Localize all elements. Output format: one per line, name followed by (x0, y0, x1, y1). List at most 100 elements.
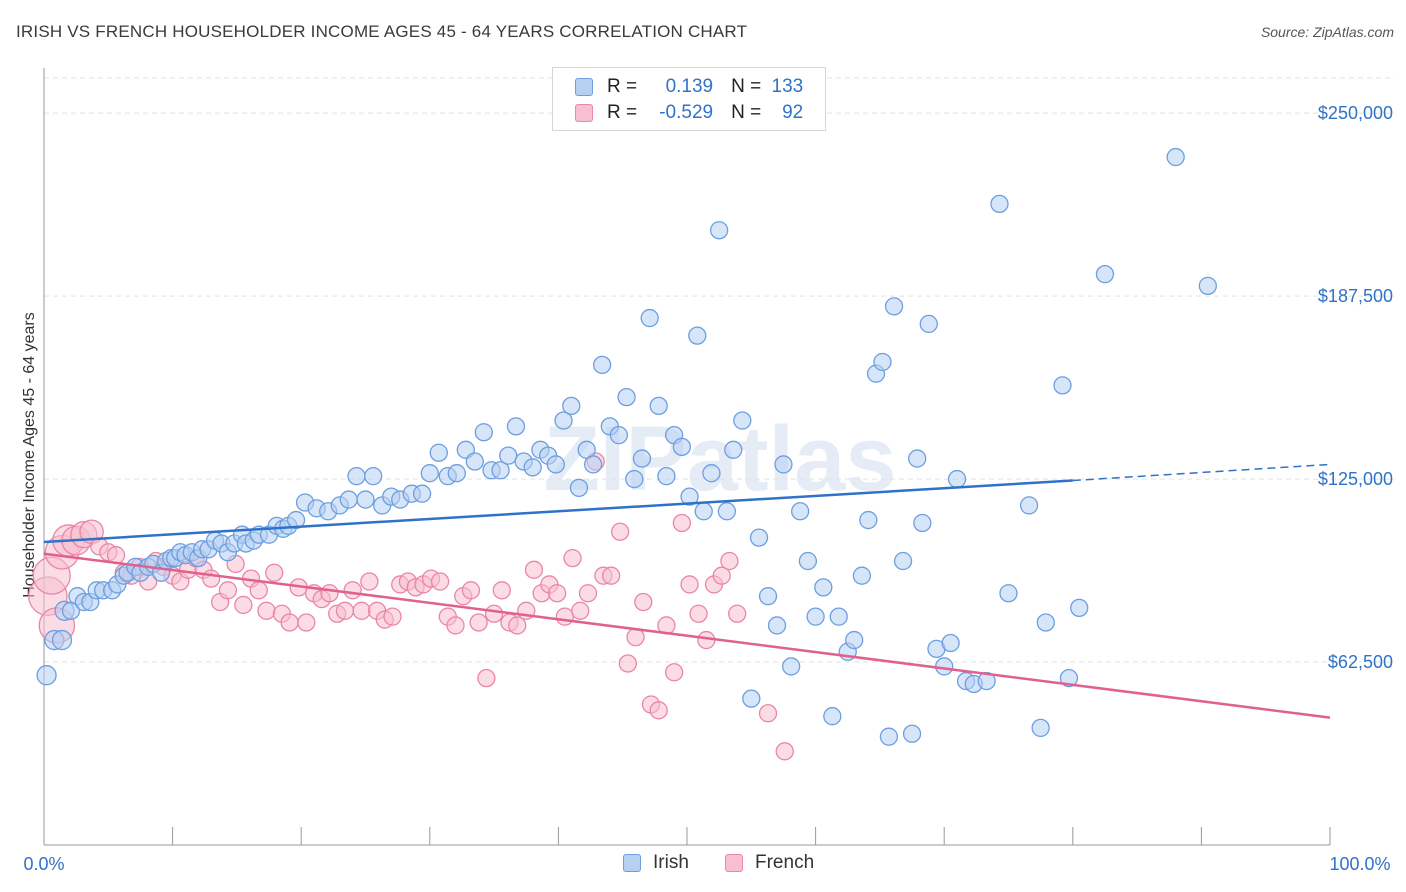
irish-point (884, 297, 904, 316)
irish-point (609, 426, 628, 445)
irish-point (429, 443, 448, 462)
irish-point (286, 510, 306, 530)
irish-point (632, 449, 652, 468)
axes (43, 68, 1331, 846)
y-tick-label: $62,500 (1328, 652, 1393, 672)
french-point (563, 548, 582, 568)
french-point (672, 513, 692, 533)
french-point (758, 704, 778, 723)
x-tick-label-max: 100.0% (1329, 854, 1390, 874)
r-label: R = (607, 76, 638, 97)
french-points (28, 452, 794, 761)
french-point (720, 551, 739, 571)
n-label: N = (731, 102, 762, 123)
chart-title: IRISH VS FRENCH HOUSEHOLDER INCOME AGES … (16, 22, 748, 41)
y-tick-labels: $62,500 $125,000 $187,500 $250,000 (1318, 103, 1393, 672)
y-tick-label: $125,000 (1318, 469, 1393, 489)
correlation-legend: R = 0.139 N = 133 R = -0.529 N = 92 (552, 67, 826, 131)
french-swatch (575, 104, 593, 122)
irish-point (893, 551, 913, 571)
irish-point (554, 411, 573, 430)
french-point (383, 607, 402, 626)
french-point (728, 604, 747, 623)
irish-point (356, 490, 375, 509)
french-point (508, 616, 527, 635)
irish-point (1036, 613, 1055, 632)
french-point (202, 569, 221, 588)
irish-point (523, 458, 542, 477)
irish-point (919, 314, 938, 334)
irish-swatch (575, 78, 593, 96)
irish-point (798, 551, 818, 571)
irish-point (640, 308, 659, 328)
irish-point (782, 657, 801, 676)
irish-point (845, 630, 864, 650)
irish-point (657, 466, 676, 486)
irish-point (814, 578, 833, 597)
french-legend-label: French (755, 852, 815, 873)
french-point (249, 581, 268, 600)
irish-point (1059, 668, 1079, 688)
irish-point (1198, 276, 1217, 296)
irish-point (908, 449, 927, 468)
irish-point (592, 355, 612, 375)
french-point (626, 627, 645, 647)
irish-point (420, 464, 439, 483)
irish-point (465, 452, 484, 471)
irish-point (1166, 147, 1185, 167)
irish-point (546, 455, 565, 474)
irish-point (873, 352, 892, 372)
french-point (360, 572, 379, 591)
french-point (234, 595, 253, 615)
y-tick-label: $250,000 (1318, 103, 1393, 123)
irish-point (672, 437, 692, 457)
french-point (446, 616, 465, 635)
irish-point (694, 502, 713, 521)
french-point (297, 613, 316, 632)
irish-point (791, 502, 810, 521)
french-point (524, 560, 544, 579)
irish-point (767, 616, 787, 635)
irish-point (347, 466, 366, 486)
french-point (680, 575, 699, 594)
irish-point (680, 487, 699, 506)
french-legend-swatch (725, 854, 743, 872)
irish-point (999, 584, 1018, 603)
irish-point (935, 657, 954, 676)
irish-point (879, 727, 899, 746)
irish-point (829, 607, 848, 626)
french-point (343, 581, 362, 600)
french-point (265, 563, 284, 582)
irish-point (617, 387, 636, 407)
irish-point (1019, 496, 1039, 515)
french-point (601, 566, 621, 585)
irish-r-value: 0.139 (665, 76, 714, 97)
series-legend: Irish French (0, 852, 1406, 878)
french-trend-line (43, 552, 1331, 719)
irish-point (702, 464, 721, 483)
source-label: Source: ZipAtlas.com (1260, 24, 1394, 40)
irish-point (1053, 376, 1072, 395)
french-point (775, 742, 794, 761)
french-point (430, 572, 450, 591)
r-label: R = (607, 102, 638, 123)
legend-row-french: R = -0.529 N = 92 (575, 101, 803, 125)
irish-point (806, 607, 825, 626)
french-point (571, 601, 590, 620)
irish-point (758, 587, 778, 606)
irish-point (562, 396, 581, 416)
trend-lines (43, 463, 1331, 719)
french-point (618, 654, 637, 673)
irish-point (499, 446, 518, 465)
french-point (280, 613, 299, 632)
french-point (664, 663, 684, 682)
x-tick-label-min: 0.0% (23, 854, 64, 874)
irish-point (506, 417, 526, 436)
irish-point (902, 724, 922, 743)
french-point (352, 601, 371, 620)
french-point (578, 584, 598, 603)
french-point (649, 701, 668, 720)
irish-point (717, 502, 737, 521)
irish-point (941, 633, 960, 653)
